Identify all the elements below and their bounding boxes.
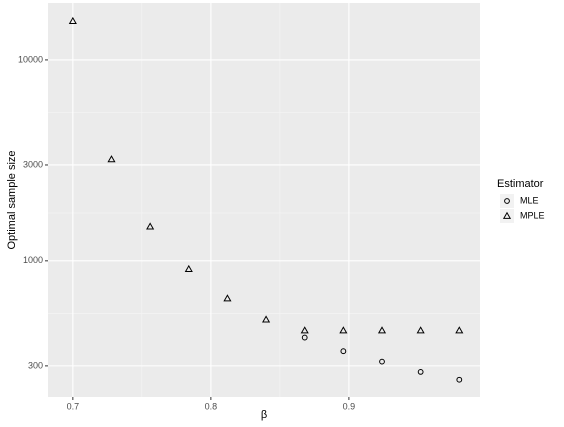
point bbox=[456, 376, 463, 383]
point bbox=[262, 315, 271, 323]
legend-key bbox=[500, 209, 514, 223]
panel bbox=[48, 3, 480, 397]
x-axis-title: β bbox=[261, 409, 267, 421]
point bbox=[107, 155, 116, 163]
point bbox=[377, 326, 387, 334]
y-tick-label: 1000 bbox=[23, 255, 43, 265]
x-tick-label: 0.9 bbox=[343, 401, 356, 411]
y-tick-label: 10000 bbox=[18, 54, 43, 64]
legend-key bbox=[500, 194, 514, 208]
point bbox=[455, 326, 464, 334]
point bbox=[340, 348, 347, 355]
point bbox=[300, 326, 309, 334]
point bbox=[146, 222, 155, 230]
point bbox=[417, 368, 424, 375]
legend-label: MLE bbox=[520, 195, 539, 205]
legend-symbol bbox=[502, 211, 512, 219]
y-tick-label: 300 bbox=[28, 360, 43, 370]
point bbox=[379, 358, 385, 365]
legend-symbol bbox=[504, 198, 510, 204]
point bbox=[68, 16, 77, 25]
point bbox=[184, 264, 193, 272]
y-tick-label: 3000 bbox=[23, 159, 43, 169]
legend-title: Estimator bbox=[497, 178, 544, 190]
x-tick-label: 0.7 bbox=[67, 401, 80, 411]
point bbox=[301, 334, 308, 341]
point bbox=[416, 326, 425, 334]
point bbox=[223, 294, 232, 302]
point bbox=[339, 326, 348, 334]
y-axis-title: Optimal sample size bbox=[6, 150, 18, 249]
x-tick-label: 0.8 bbox=[205, 401, 218, 411]
legend-label: MPLE bbox=[520, 210, 545, 220]
